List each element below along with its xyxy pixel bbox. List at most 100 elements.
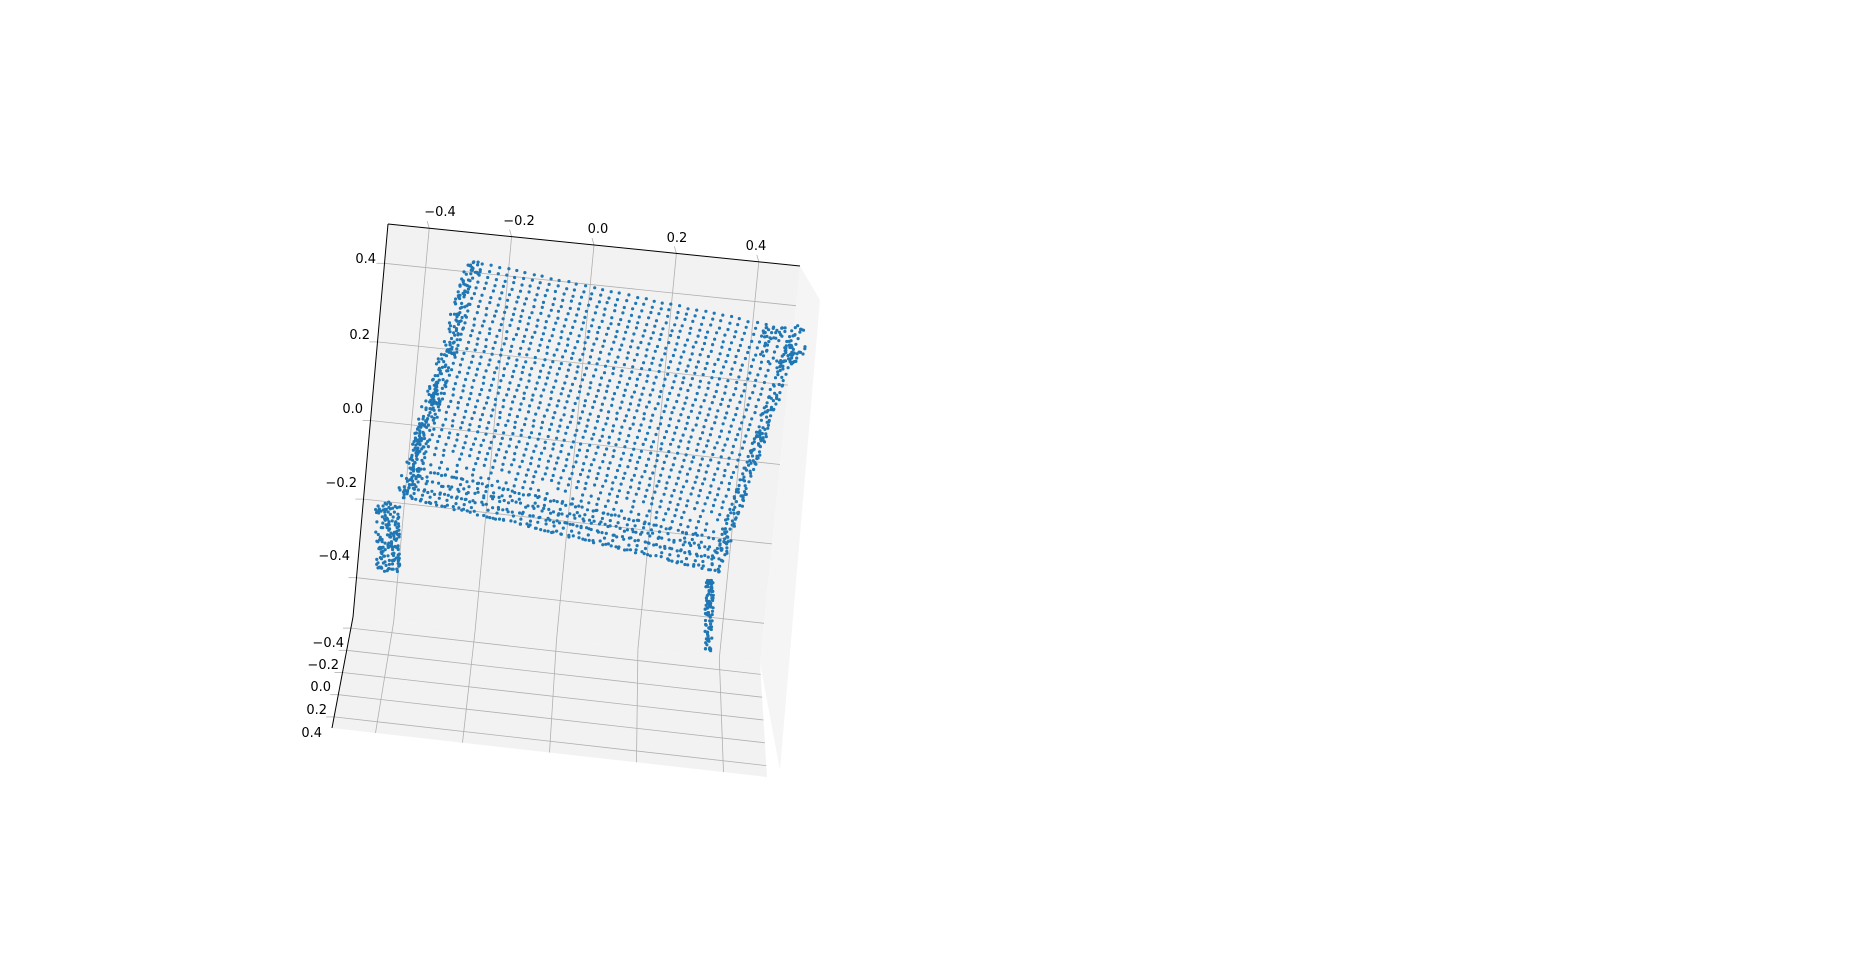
data-point — [426, 490, 430, 495]
data-point — [676, 451, 680, 455]
data-point — [620, 343, 624, 347]
data-point — [653, 349, 657, 353]
data-point — [562, 324, 566, 328]
data-point — [533, 526, 538, 530]
data-point — [589, 463, 594, 467]
data-point — [654, 432, 658, 437]
data-point — [460, 357, 464, 361]
data-point — [566, 425, 570, 429]
data-point — [412, 473, 416, 477]
data-point — [413, 446, 417, 450]
data-point — [676, 335, 681, 339]
data-point — [494, 309, 498, 313]
data-point — [460, 315, 464, 320]
data-point — [784, 350, 788, 355]
data-point — [756, 320, 760, 325]
data-point — [759, 437, 763, 441]
data-point — [740, 394, 744, 398]
data-point — [713, 568, 717, 573]
data-point — [617, 322, 621, 326]
data-point — [418, 422, 422, 426]
data-point — [452, 340, 456, 344]
data-point — [709, 458, 713, 462]
data-point — [387, 520, 391, 524]
data-point — [543, 497, 548, 501]
data-point — [487, 421, 491, 425]
data-point — [606, 466, 611, 471]
x-tick-label: −0.4 — [424, 205, 456, 220]
data-point — [682, 376, 686, 380]
data-point — [723, 537, 727, 541]
data-point — [669, 302, 673, 306]
data-point — [458, 363, 463, 367]
data-point — [491, 408, 495, 412]
data-point — [391, 559, 395, 563]
data-point — [581, 352, 585, 356]
data-point — [758, 367, 762, 371]
data-point — [596, 472, 600, 476]
data-point — [575, 454, 579, 458]
data-point — [458, 296, 462, 301]
data-point — [547, 371, 551, 375]
x-tick-label: 0.0 — [588, 222, 609, 237]
data-point — [632, 332, 636, 336]
data-point — [592, 432, 596, 436]
data-point — [683, 317, 687, 321]
data-point — [734, 354, 738, 359]
data-point — [447, 327, 451, 331]
data-point — [627, 319, 631, 323]
data-point — [761, 354, 766, 358]
data-point — [458, 293, 462, 297]
data-point — [422, 445, 426, 449]
data-point — [383, 513, 387, 518]
data-point — [742, 475, 746, 479]
data-point — [497, 448, 501, 452]
data-point — [748, 396, 752, 400]
data-point — [648, 368, 652, 372]
data-point — [676, 310, 680, 315]
data-point — [513, 307, 517, 311]
data-point — [630, 370, 634, 374]
data-point — [577, 448, 582, 452]
data-point — [545, 376, 550, 380]
data-point — [758, 429, 762, 433]
data-point — [518, 501, 523, 505]
data-point — [609, 544, 613, 548]
data-point — [458, 338, 462, 342]
data-point — [607, 435, 612, 439]
data-point — [557, 521, 562, 525]
data-point — [502, 367, 506, 371]
data-point — [588, 355, 593, 359]
data-point — [727, 487, 731, 492]
data-point — [469, 447, 473, 452]
data-point — [746, 320, 750, 324]
data-point — [488, 388, 492, 392]
data-point — [704, 335, 708, 340]
data-point — [527, 435, 532, 439]
data-point — [693, 314, 697, 318]
data-point — [529, 431, 534, 435]
data-point — [606, 512, 610, 516]
data-point — [598, 466, 602, 470]
data-point — [697, 469, 701, 473]
data-point — [540, 337, 544, 342]
data-point — [657, 530, 662, 534]
data-point — [796, 324, 800, 328]
data-point — [561, 469, 566, 473]
data-point — [777, 398, 781, 402]
data-point — [454, 502, 458, 506]
data-point — [589, 527, 593, 532]
data-point — [466, 371, 470, 375]
data-point — [500, 468, 504, 472]
data-point — [568, 420, 573, 424]
data-point — [557, 367, 562, 371]
data-point — [552, 353, 556, 357]
data-point — [571, 440, 576, 444]
data-point — [672, 380, 676, 384]
data-point — [744, 468, 749, 472]
data-point — [749, 364, 754, 368]
data-point — [720, 532, 724, 537]
data-point — [487, 331, 491, 336]
data-point — [651, 531, 655, 535]
data-point — [775, 366, 779, 370]
